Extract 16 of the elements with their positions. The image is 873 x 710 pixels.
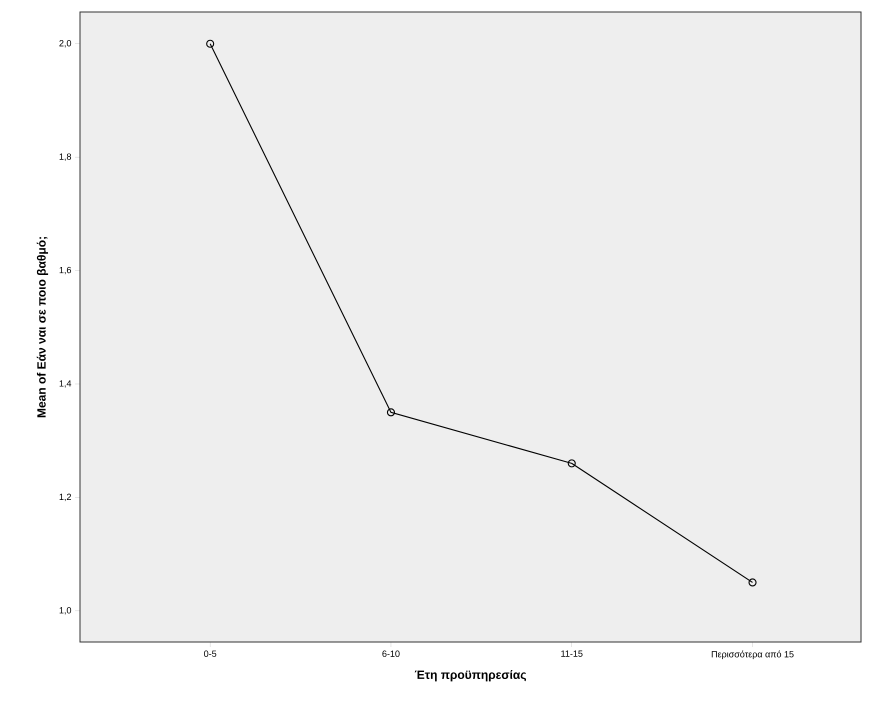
y-tick-label: 2,0 <box>59 40 72 48</box>
point <box>748 578 757 587</box>
point <box>206 40 214 48</box>
x-tick-label: 6-10 <box>382 650 400 657</box>
point <box>386 408 396 416</box>
x-tick-label: Περισσότερα από 15 <box>712 650 794 660</box>
y-axis-title: Mean of Εάν ναι σε ποιο βαθμό; <box>36 237 48 418</box>
y-tick-label: 1,6 <box>60 266 72 274</box>
y-tick-label: 1,4 <box>60 380 72 388</box>
x-tick-label: 11-15 <box>561 650 583 657</box>
y-tick-label: 1,0 <box>60 607 72 615</box>
x-tick-label: 0-5 <box>204 650 216 657</box>
x-axis-title: Έτη προϋπηρεσίας <box>414 670 526 682</box>
y-tick-label: 1,2 <box>60 494 72 502</box>
y-tick-label: 1,8 <box>60 153 72 161</box>
point <box>568 459 576 468</box>
